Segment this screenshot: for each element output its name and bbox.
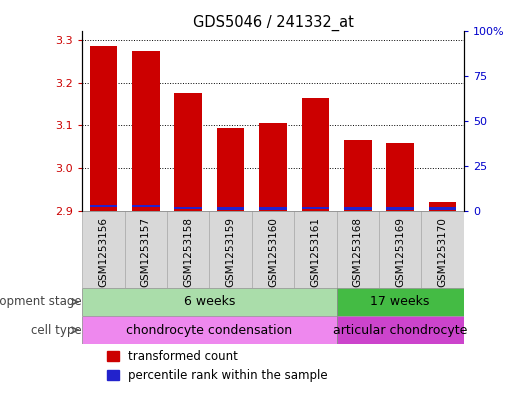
Bar: [217, 128, 244, 211]
Text: 6 weeks: 6 weeks: [184, 296, 235, 309]
Bar: [386, 208, 414, 210]
Text: 17 weeks: 17 weeks: [370, 296, 430, 309]
Bar: [421, 211, 464, 288]
Text: GSM1253157: GSM1253157: [141, 217, 151, 287]
Text: GSM1253158: GSM1253158: [183, 217, 193, 287]
Bar: [259, 123, 287, 211]
Text: chondrocyte condensation: chondrocyte condensation: [126, 323, 293, 336]
Bar: [90, 205, 117, 208]
Bar: [82, 211, 125, 288]
Bar: [429, 208, 456, 210]
Bar: [132, 51, 160, 211]
Bar: [302, 97, 329, 211]
Bar: [132, 205, 160, 208]
Legend: transformed count, percentile rank within the sample: transformed count, percentile rank withi…: [107, 350, 328, 382]
Text: GSM1253170: GSM1253170: [438, 217, 447, 287]
Bar: [379, 211, 421, 288]
Title: GDS5046 / 241332_at: GDS5046 / 241332_at: [192, 15, 354, 31]
Bar: [337, 288, 464, 316]
Bar: [252, 211, 294, 288]
Bar: [337, 316, 464, 344]
Bar: [344, 140, 372, 211]
Bar: [167, 211, 209, 288]
Bar: [337, 211, 379, 288]
Text: GSM1253160: GSM1253160: [268, 217, 278, 287]
Bar: [125, 211, 167, 288]
Bar: [302, 207, 329, 209]
Text: GSM1253159: GSM1253159: [226, 217, 235, 287]
Bar: [174, 207, 202, 209]
Bar: [217, 208, 244, 210]
Bar: [82, 288, 337, 316]
Bar: [259, 207, 287, 209]
Bar: [429, 202, 456, 211]
Text: development stage: development stage: [0, 296, 81, 309]
Bar: [386, 143, 414, 211]
Bar: [294, 211, 337, 288]
Bar: [209, 211, 252, 288]
Bar: [82, 316, 337, 344]
Text: articular chondrocyte: articular chondrocyte: [333, 323, 467, 336]
Text: GSM1253156: GSM1253156: [99, 217, 108, 287]
Bar: [90, 46, 117, 211]
Text: GSM1253169: GSM1253169: [395, 217, 405, 287]
Bar: [344, 208, 372, 210]
Text: cell type: cell type: [31, 323, 81, 336]
Text: GSM1253168: GSM1253168: [353, 217, 363, 287]
Bar: [174, 94, 202, 211]
Text: GSM1253161: GSM1253161: [311, 217, 320, 287]
